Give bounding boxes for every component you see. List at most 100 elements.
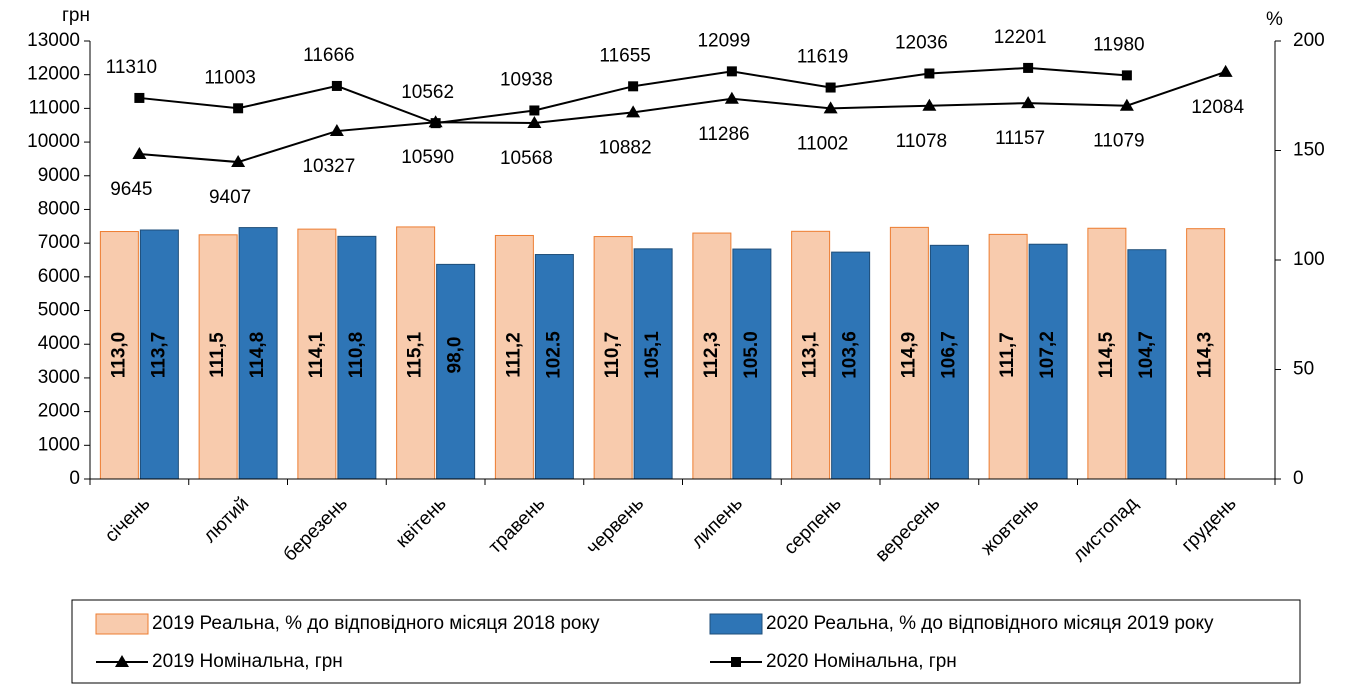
bar (198, 234, 238, 480)
line-value-label: 11310 (106, 57, 157, 78)
bar-value-label: 113,7 (148, 332, 169, 379)
legend-box (71, 599, 1301, 684)
legend-marker (731, 657, 741, 667)
y-axis-title: грн (62, 5, 90, 26)
y-tick-label: 13000 (27, 30, 80, 51)
line-marker (529, 105, 540, 116)
line-value-label: 10327 (302, 156, 355, 177)
bar (831, 251, 871, 480)
bar (238, 227, 278, 480)
bar-value-label: 111,5 (207, 332, 228, 378)
bar (396, 226, 436, 480)
y-tick-label: 0 (69, 468, 80, 489)
bar-value-label: 114,1 (306, 331, 327, 378)
bar-value-label: 114,5 (1096, 331, 1117, 378)
legend-label: 2019 Номінальна, грн (152, 651, 343, 672)
line-value-label: 10882 (599, 137, 652, 158)
line-value-label: 11003 (204, 67, 255, 88)
line-marker (1119, 98, 1134, 111)
line-marker (1021, 96, 1036, 109)
y-tick-label: 12000 (27, 64, 80, 85)
line-value-label: 11002 (797, 133, 848, 154)
y2-axis-title: % (1266, 9, 1283, 30)
line-marker (726, 66, 737, 77)
legend-marker (115, 655, 129, 667)
bar-value-label: 104,7 (1136, 331, 1157, 379)
y2-tick-label: 0 (1293, 468, 1304, 489)
bar-value-label: 105.0 (741, 331, 762, 379)
x-tick-label: серпень (780, 493, 846, 559)
line-marker (628, 81, 639, 92)
legend-swatch (709, 613, 763, 635)
bar (337, 235, 377, 480)
line-value-label: 11619 (797, 47, 848, 68)
y-tick-label: 2000 (38, 401, 80, 422)
bar-value-label: 113,1 (800, 331, 821, 378)
line-value-label: 11980 (1093, 34, 1144, 55)
x-tick-label: жовтень (977, 493, 1043, 559)
bar (1087, 227, 1127, 480)
line-value-label: 9407 (209, 187, 251, 208)
x-tick-label: вересень (872, 493, 945, 566)
line (139, 70, 1226, 164)
bar-value-label: 114,9 (898, 332, 919, 379)
bar (889, 226, 929, 480)
line-marker (823, 101, 838, 114)
bar-value-label: 103,6 (840, 331, 861, 379)
bar (633, 248, 673, 480)
bar (297, 228, 337, 480)
line-marker (825, 82, 836, 93)
bar (494, 234, 534, 480)
bar (988, 233, 1028, 480)
y-tick-label: 6000 (38, 266, 80, 287)
line-value-label: 12201 (994, 27, 1047, 48)
bar-value-label: 114,3 (1195, 332, 1216, 379)
line-value-label: 11286 (698, 124, 749, 145)
line-value-label: 11655 (599, 45, 650, 66)
bar (1186, 228, 1226, 480)
bar-value-label: 111,2 (503, 332, 524, 377)
y2-tick-label: 100 (1293, 249, 1325, 270)
line-marker (132, 147, 147, 160)
y-tick-label: 10000 (27, 131, 80, 152)
line-value-label: 10568 (500, 148, 553, 169)
line-marker (724, 91, 739, 104)
bar-value-label: 113,0 (108, 332, 129, 379)
bar (929, 244, 969, 480)
line-marker (1218, 64, 1233, 77)
line-marker (231, 155, 246, 168)
x-tick-label: травень (485, 493, 550, 558)
legend-swatch (95, 613, 149, 635)
bar-value-label: 110,8 (346, 332, 367, 379)
x-tick-label: квітень (392, 493, 451, 552)
y2-tick-label: 150 (1293, 140, 1325, 161)
line-value-label: 12099 (697, 30, 750, 51)
y-tick-label: 7000 (38, 232, 80, 253)
line-marker (527, 115, 542, 128)
y-tick-label: 11000 (29, 97, 80, 118)
line-marker (1023, 62, 1034, 73)
legend-label: 2019 Реальна, % до відповідного місяця 2… (152, 613, 600, 634)
bar-value-label: 98,0 (445, 337, 466, 374)
line-value-label: 11078 (896, 131, 947, 152)
y-tick-label: 5000 (38, 300, 80, 321)
line-marker (331, 80, 342, 91)
line-value-label: 12036 (895, 32, 948, 53)
x-tick-label: лютий (200, 493, 254, 547)
bar-value-label: 112,3 (701, 332, 722, 379)
y-tick-label: 9000 (38, 165, 80, 186)
line-marker (233, 103, 244, 114)
x-tick-label: липень (688, 493, 747, 552)
bar-value-label: 107,2 (1037, 331, 1058, 379)
x-tick-label: березень (280, 493, 352, 565)
y-tick-label: 4000 (38, 333, 80, 354)
legend-label: 2020 Реальна, % до відповідного місяця 2… (766, 613, 1214, 634)
bar-value-label: 106,7 (938, 331, 959, 379)
bar (99, 231, 139, 480)
x-tick-label: червень (583, 493, 649, 559)
y2-tick-label: 50 (1293, 359, 1314, 380)
bar (692, 232, 732, 480)
bar (139, 229, 179, 480)
bar-value-label: 111,7 (997, 332, 1018, 377)
